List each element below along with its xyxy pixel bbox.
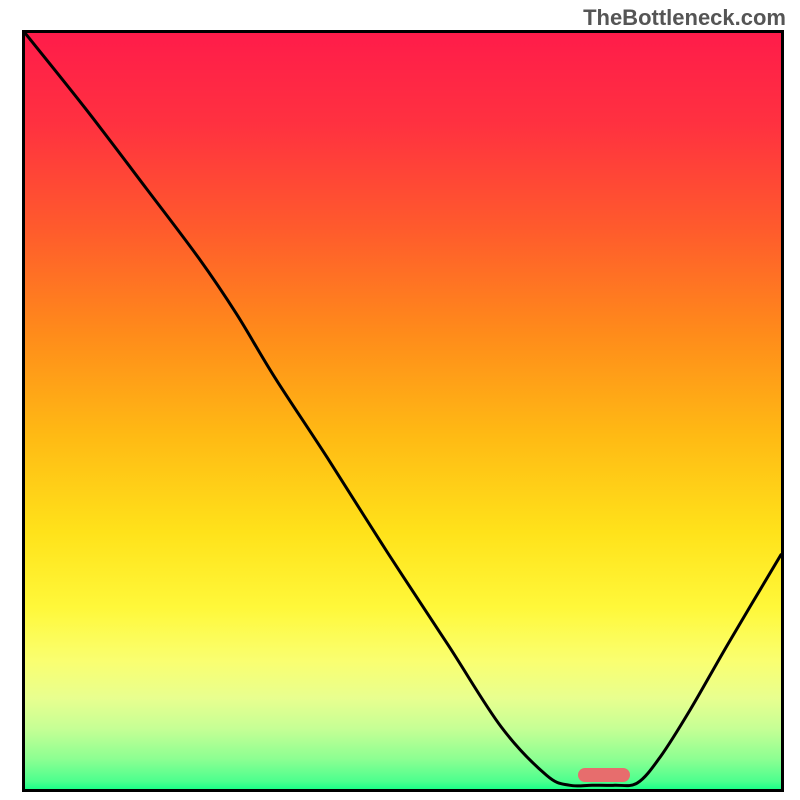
watermark-text: TheBottleneck.com bbox=[583, 5, 786, 31]
optimal-marker bbox=[578, 768, 630, 782]
chart-plot-area bbox=[22, 30, 784, 792]
chart-gradient-background bbox=[25, 33, 781, 789]
